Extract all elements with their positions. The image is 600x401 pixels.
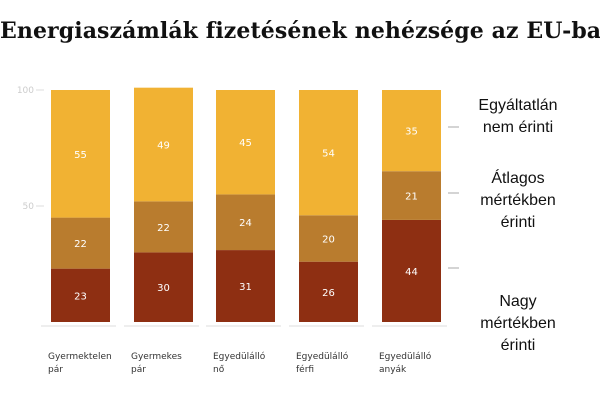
bar-value-label: 35 [405, 127, 418, 138]
category-label: Gyermektelen pár [48, 352, 112, 375]
bar-value-label: 26 [322, 288, 335, 299]
bar-value-label: 20 [322, 234, 335, 245]
bar-segment [382, 90, 441, 172]
bar-value-label: 49 [157, 141, 170, 152]
bar-value-label: 21 [405, 192, 418, 203]
bar-segment [382, 171, 441, 220]
category-label: Egyedülálló anyák [379, 351, 432, 375]
bar-segment [382, 219, 441, 322]
bar-value-label: 24 [239, 218, 252, 229]
category-label: Egyedülálló férfi [296, 351, 349, 375]
bar-value-label: 45 [239, 138, 252, 149]
bar-segment [51, 217, 110, 269]
bar-value-label: 31 [239, 282, 252, 293]
bar-value-label: 55 [74, 150, 87, 161]
bar-value-label: 22 [157, 223, 170, 234]
bar-segment [216, 194, 275, 251]
bar-segment [134, 201, 193, 253]
chart-title: Energiaszámlák fizetésének nehézsége az … [0, 18, 600, 44]
y-tick-label: 50 [23, 202, 35, 212]
bar-segment [299, 261, 358, 322]
category-label: Gyermekes pár [131, 352, 182, 375]
legend-label: Egyáltatlán nem érinti [478, 97, 557, 136]
bar-segment [134, 87, 193, 202]
bar-value-label: 22 [74, 239, 87, 250]
bar-value-label: 44 [405, 267, 418, 278]
bar-value-label: 30 [157, 283, 170, 294]
legend-label: Átlagos mértékben érinti [480, 168, 556, 231]
category-label: Egyedülálló nő [213, 351, 266, 375]
bar-segment [134, 252, 193, 322]
legend-label: Nagy mértékben érinti [480, 293, 556, 354]
bar-segment [299, 90, 358, 216]
y-tick-label: 100 [17, 86, 34, 96]
bar-segment [216, 90, 275, 195]
bar-value-label: 54 [322, 149, 335, 160]
bar-value-label: 23 [74, 291, 87, 302]
bar-segment [51, 268, 110, 322]
bar-segment [51, 90, 110, 218]
bar-segment [216, 250, 275, 322]
bar-segment [299, 215, 358, 262]
